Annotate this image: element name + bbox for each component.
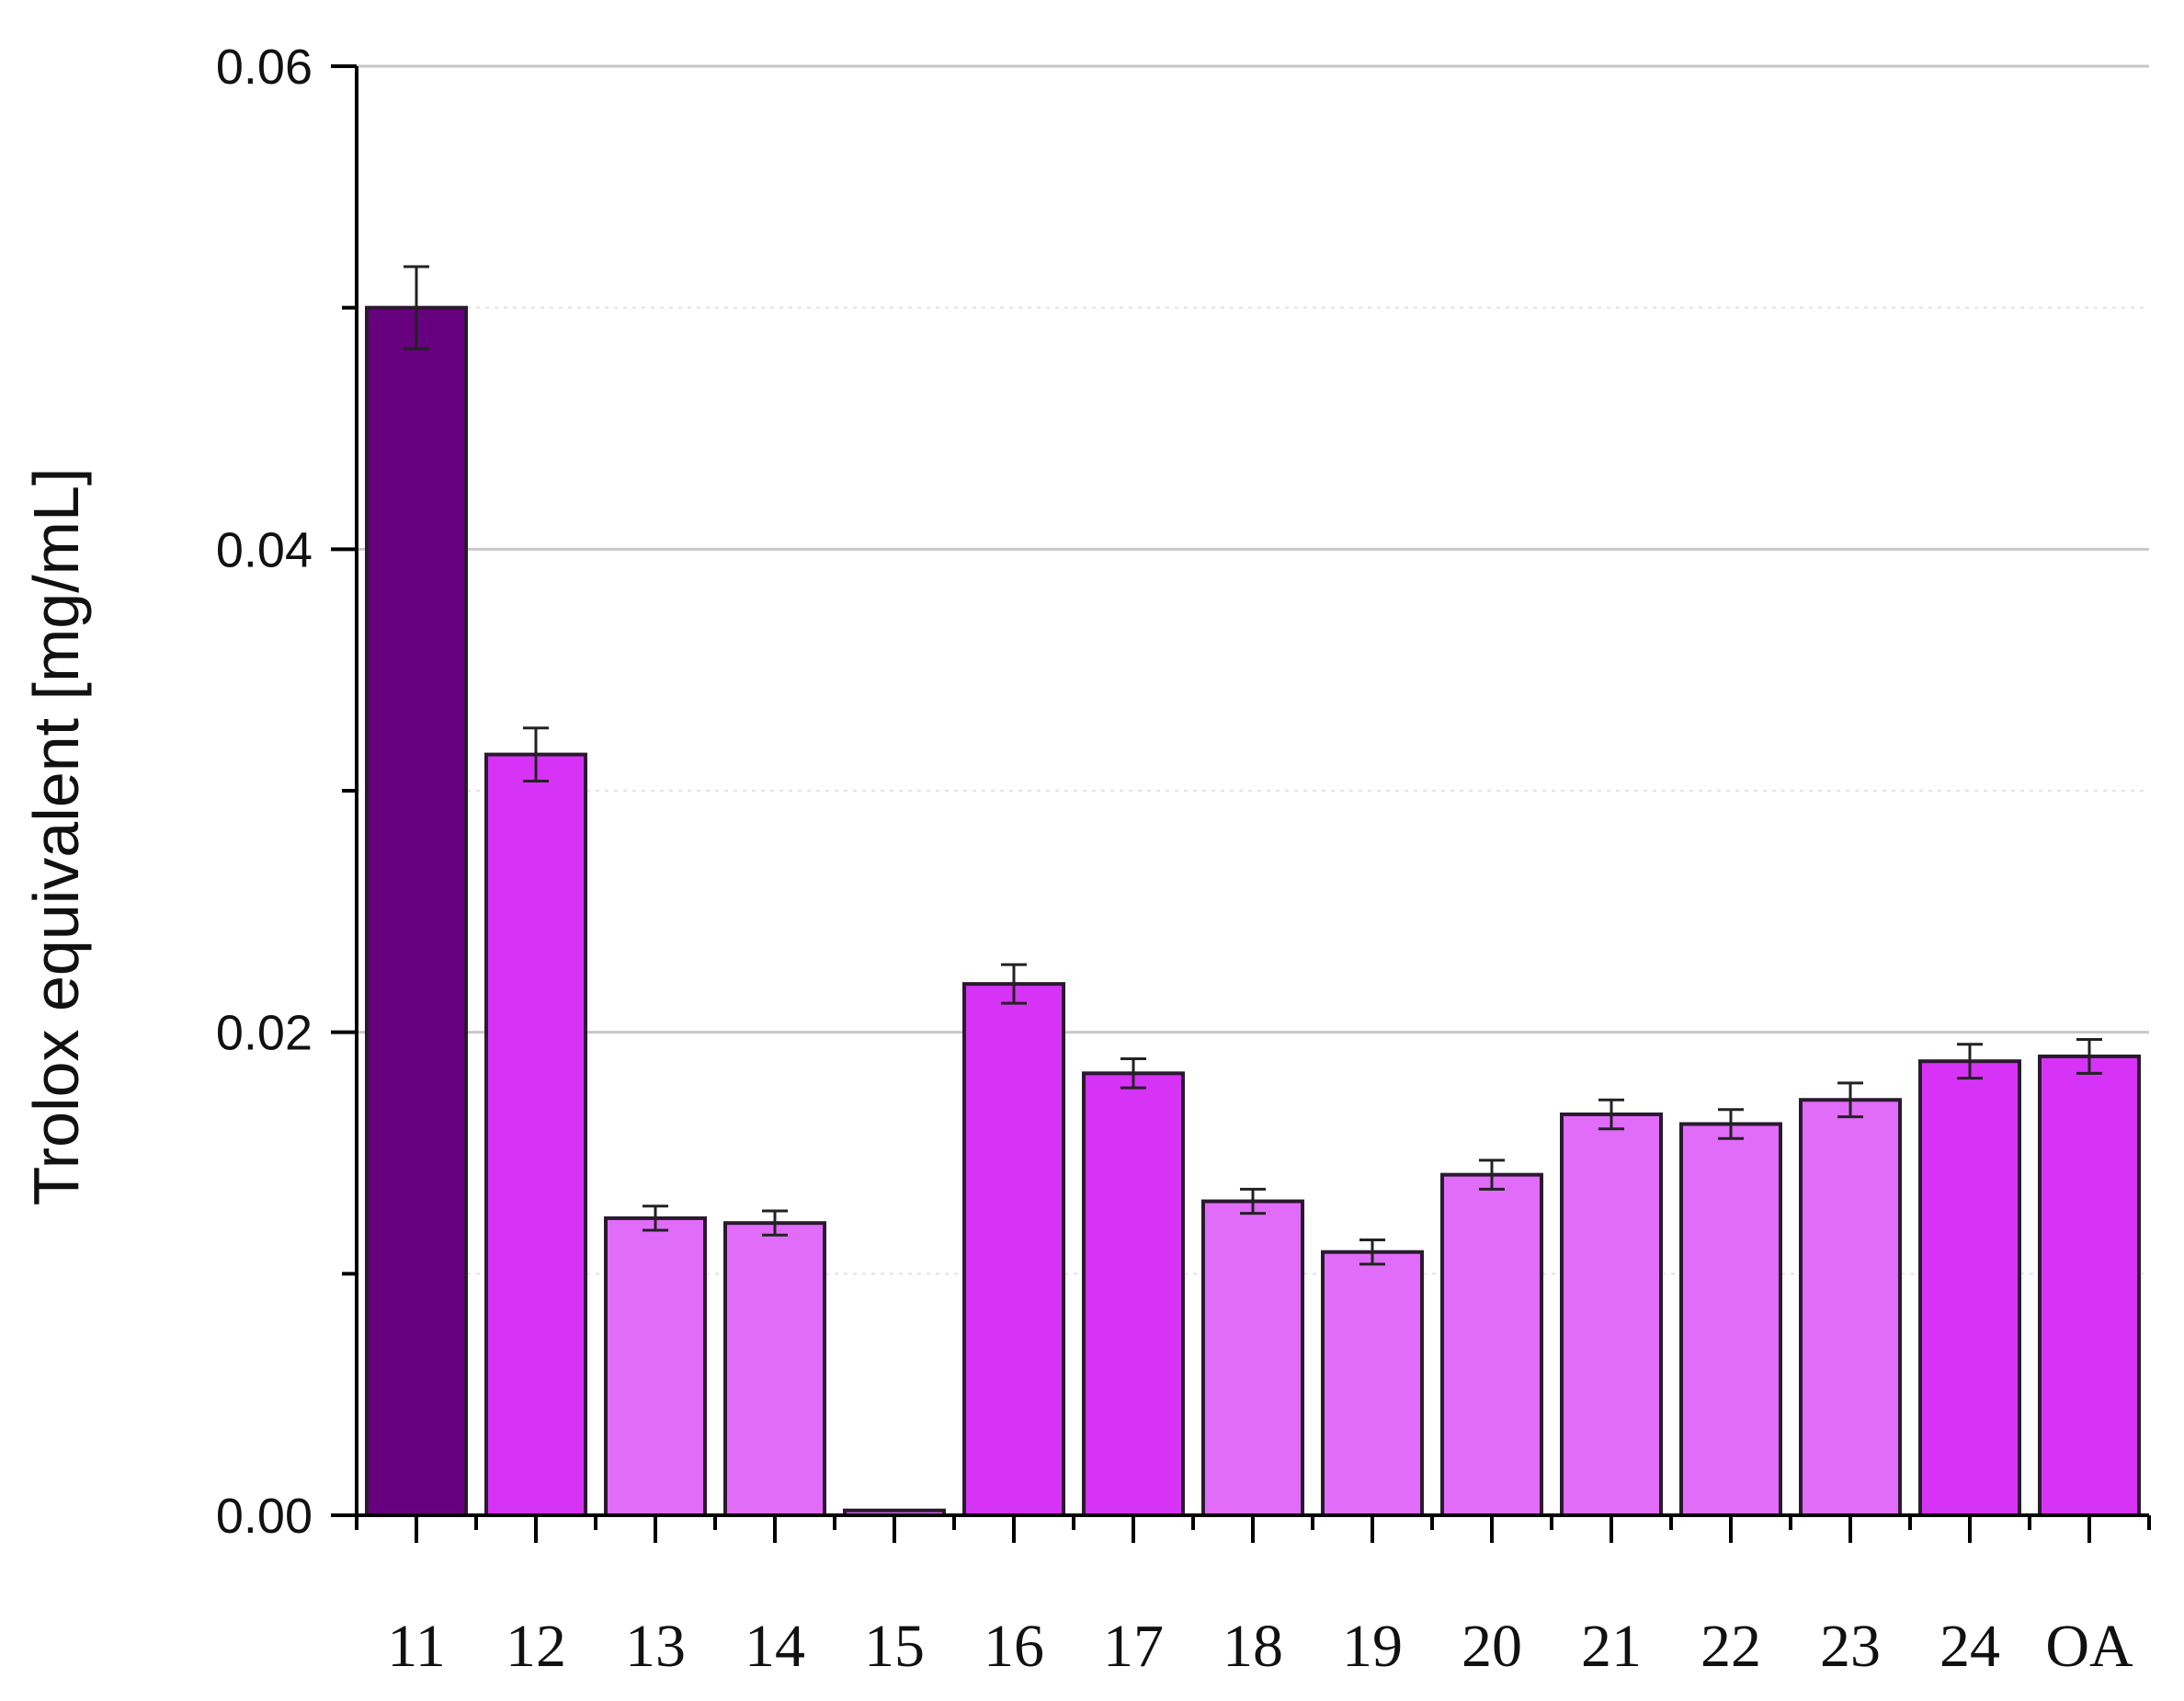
error-bar-12 (523, 726, 549, 782)
error-bar-21 (1598, 1098, 1624, 1131)
error-bar-11 (404, 265, 429, 350)
axis-layer (331, 64, 2151, 1543)
error-bar-13 (643, 1204, 668, 1232)
bar-12 (484, 752, 587, 1517)
error-bar-19 (1359, 1239, 1385, 1266)
error-bar-16 (1001, 963, 1027, 1005)
x-tick-label: OA (2045, 1613, 2133, 1680)
bar-17 (1082, 1071, 1185, 1517)
y-tick-label: 0.04 (216, 522, 313, 577)
bar-14 (723, 1221, 826, 1517)
error-bar-OA (2076, 1038, 2102, 1075)
error-bar-17 (1120, 1057, 1146, 1090)
bar-OA (2038, 1054, 2141, 1518)
bar-18 (1201, 1199, 1304, 1517)
error-bar-24 (1957, 1043, 1983, 1080)
bar-23 (1799, 1098, 1902, 1518)
bar-21 (1560, 1112, 1663, 1518)
error-bar-23 (1837, 1081, 1863, 1119)
bar-22 (1679, 1122, 1782, 1517)
x-tick-label: 23 (1820, 1613, 1881, 1680)
label-layer: 0.00 0.02 0.04 0.06 11 12 13 14 15 16 17 18 19 20 21 22… (216, 40, 2133, 1680)
error-bar-layer (404, 265, 2102, 1266)
bar-19 (1321, 1250, 1424, 1518)
x-tick-label: 18 (1223, 1613, 1283, 1680)
y-tick-label: 0.00 (216, 1489, 313, 1544)
bar-layer (365, 305, 2141, 1518)
grid-layer (357, 64, 2149, 1275)
x-tick-label: 11 (387, 1613, 446, 1680)
error-bar-14 (762, 1209, 788, 1237)
x-tick-label: 20 (1462, 1613, 1522, 1680)
x-tick-label: 12 (506, 1613, 566, 1680)
bar-16 (962, 982, 1065, 1517)
x-tick-label: 16 (984, 1613, 1044, 1680)
bar-11 (365, 305, 468, 1518)
x-tick-label: 17 (1103, 1613, 1164, 1680)
x-tick-label: 14 (745, 1613, 805, 1680)
bar-13 (604, 1216, 707, 1518)
x-tick-label: 24 (1939, 1613, 2000, 1680)
x-tick-label: 21 (1581, 1613, 1642, 1680)
error-bar-20 (1479, 1159, 1505, 1191)
y-axis-label: Trolox equivalent [mg/mL] (20, 468, 92, 1206)
x-tick-label: 13 (625, 1613, 686, 1680)
error-bar-22 (1718, 1108, 1744, 1140)
x-tick-label: 19 (1342, 1613, 1403, 1680)
y-tick-label: 0.02 (216, 1006, 313, 1061)
x-tick-label: 15 (864, 1613, 925, 1680)
error-bar-18 (1240, 1187, 1266, 1216)
y-tick-label: 0.06 (216, 40, 313, 95)
bar-20 (1440, 1172, 1543, 1517)
bar-24 (1918, 1059, 2021, 1517)
x-tick-label: 22 (1701, 1613, 1761, 1680)
